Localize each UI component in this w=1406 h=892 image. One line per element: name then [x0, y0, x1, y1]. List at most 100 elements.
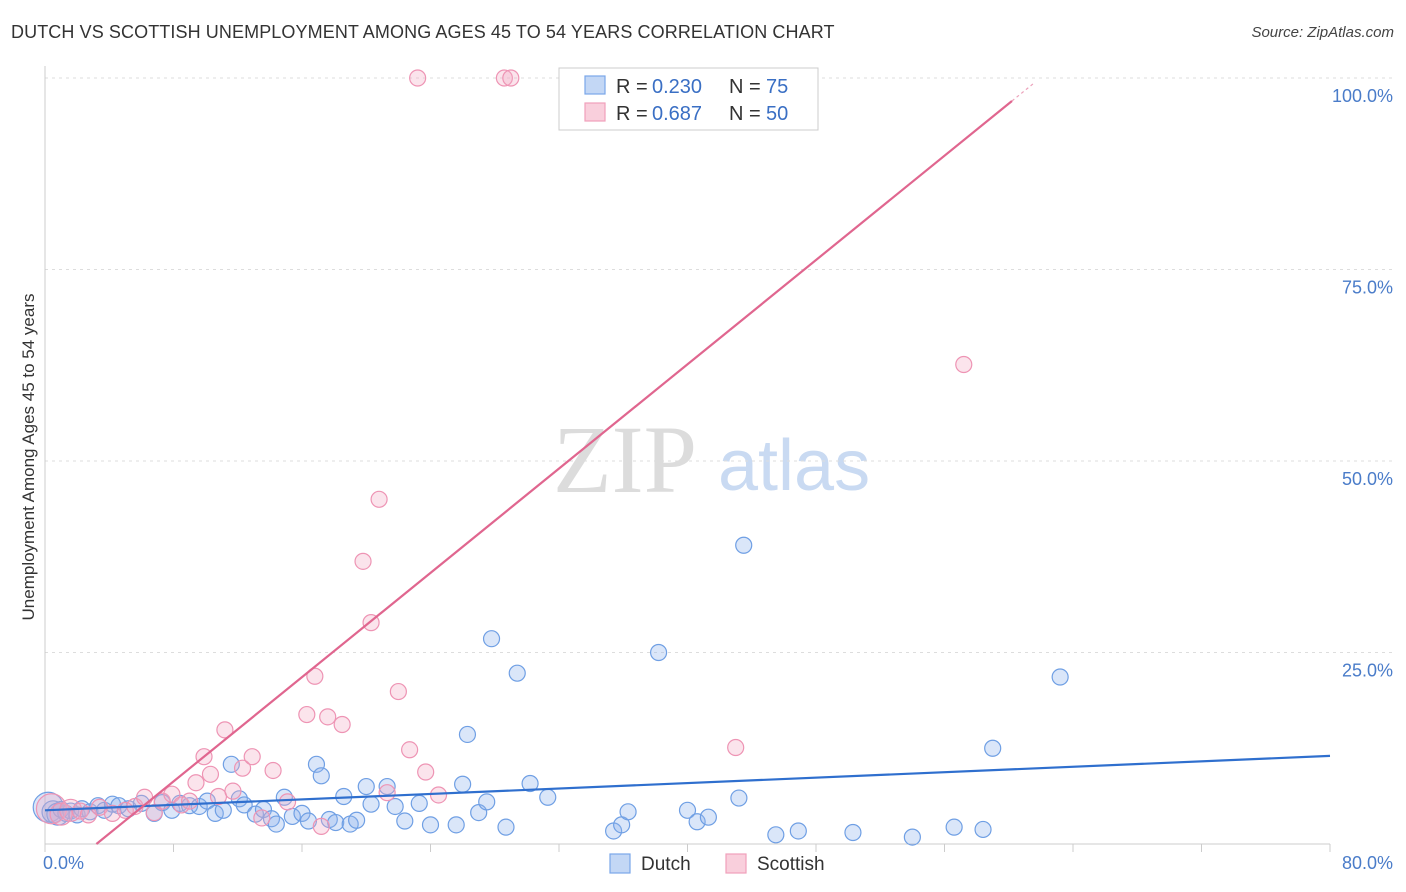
legend-swatch-scottish: [584, 102, 606, 122]
scottish-point-3: [71, 802, 89, 820]
scottish-point-12: [163, 785, 181, 803]
scottish-point-15: [187, 774, 205, 792]
scottish-point-19: [216, 721, 234, 739]
dutch-point-72: [945, 818, 963, 836]
dutch-point-30: [267, 815, 285, 833]
bottom-legend-scottish: Scottish: [757, 854, 825, 875]
dutch-point-21: [198, 792, 216, 810]
dutch-point-55: [497, 818, 515, 836]
bottom-legend-dutch: Dutch: [641, 854, 691, 875]
scottish-point-21: [233, 759, 252, 777]
dutch-point-54: [482, 630, 501, 648]
dutch-point-63: [678, 801, 697, 819]
dutch-trend-line: [44, 754, 1331, 812]
scottish-point-41: [502, 69, 520, 87]
dutch-point-45: [386, 797, 404, 816]
scottish-point-39: [409, 69, 427, 87]
scottish-point-27: [306, 667, 324, 685]
dutch-point-48: [421, 816, 440, 834]
legend-dutch-r-value: 0.230: [652, 76, 702, 98]
legend-scottish-r-label: R =: [616, 103, 648, 125]
scottish-point-43: [955, 355, 973, 374]
dutch-point-36: [312, 767, 330, 785]
scottish-point-36: [401, 741, 419, 759]
dutch-point-62: [649, 643, 668, 662]
scottish-point-30: [333, 715, 351, 734]
legend-swatch-dutch: [584, 75, 606, 95]
dutch-point-41: [348, 811, 366, 829]
dutch-point-74: [984, 739, 1002, 757]
legend-scottish-n-value: 50: [766, 103, 788, 125]
scottish-point-26: [298, 705, 316, 724]
dutch-point-46: [396, 812, 414, 830]
y-tick-label-3: 25.0%: [1342, 661, 1393, 681]
scottish-point-22: [243, 748, 261, 766]
dutch-point-57: [521, 774, 539, 793]
y-tick-label-1: 75.0%: [1342, 278, 1393, 298]
scottish-point-42: [727, 738, 745, 757]
y-tick-label-2: 50.0%: [1342, 469, 1393, 489]
scottish-point-20: [224, 782, 242, 800]
dutch-point-34: [299, 812, 318, 830]
dutch-point-69: [789, 822, 807, 840]
scottish-point-24: [264, 761, 282, 780]
watermark-zip: ZIP: [553, 406, 697, 513]
dutch-point-67: [735, 536, 753, 554]
legend-dutch-n-value: 75: [766, 76, 788, 98]
dutch-point-42: [357, 777, 375, 796]
scottish-point-23: [253, 809, 271, 827]
scottish-trend-extension: [1011, 82, 1035, 102]
dutch-point-51: [458, 725, 477, 744]
x-tick-label-max: 80.0%: [1342, 853, 1393, 873]
scottish-point-6: [103, 804, 122, 822]
legend-dutch-n-label: N =: [729, 76, 761, 98]
dutch-point-66: [730, 789, 748, 807]
scottish-trend-line: [95, 100, 1013, 845]
dutch-point-68: [767, 826, 785, 844]
dutch-point-61: [619, 803, 637, 821]
dutch-point-71: [903, 828, 921, 846]
series-legend: Dutch Scottish: [609, 853, 825, 875]
dutch-point-47: [410, 794, 428, 813]
dutch-point-65: [699, 808, 717, 826]
bottom-legend-swatch-scottish: [725, 853, 747, 874]
scottish-point-9: [135, 788, 154, 806]
legend-scottish-r-value: 0.687: [652, 103, 702, 125]
source-note: Source: ZipAtlas.com: [1251, 24, 1394, 41]
scottish-point-34: [378, 784, 396, 802]
legend-scottish-n-label: N =: [729, 103, 761, 125]
data-points: [32, 69, 1069, 846]
dutch-point-64: [688, 813, 706, 831]
dutch-point-75: [1051, 668, 1069, 686]
scottish-point-28: [312, 817, 330, 835]
dutch-point-44: [378, 777, 396, 796]
scottish-point-37: [417, 763, 435, 781]
correlation-legend: R = 0.230 N = 75 R = 0.687 N = 50: [558, 67, 819, 131]
scottish-point-31: [354, 552, 372, 570]
dutch-point-56: [508, 664, 526, 682]
dutch-point-38: [327, 813, 345, 832]
scottish-point-35: [389, 682, 407, 701]
axes: 100.0% 75.0% 50.0% 25.0% 0.0% 80.0%: [43, 66, 1393, 873]
y-tick-label-0: 100.0%: [1332, 86, 1393, 106]
dutch-point-50: [454, 775, 472, 793]
scottish-point-40: [495, 69, 513, 87]
scottish-point-33: [370, 490, 388, 508]
dutch-point-58: [539, 788, 557, 806]
scottish-point-25: [278, 793, 297, 811]
scottish-point-14: [180, 792, 199, 810]
x-tick-label-min: 0.0%: [43, 853, 84, 873]
scottish-point-17: [201, 765, 220, 783]
legend-dutch-r-label: R =: [616, 76, 648, 98]
watermark-atlas: atlas: [718, 426, 870, 506]
gridlines: [45, 77, 1393, 653]
trend-lines: [44, 82, 1331, 845]
dutch-point-24: [222, 755, 240, 773]
scottish-point-29: [319, 708, 337, 726]
dutch-point-43: [362, 795, 380, 813]
chart-title: DUTCH VS SCOTTISH UNEMPLOYMENT AMONG AGE…: [11, 22, 835, 42]
dutch-point-70: [844, 823, 862, 842]
bottom-legend-swatch-dutch: [609, 853, 631, 874]
dutch-point-73: [974, 820, 992, 839]
